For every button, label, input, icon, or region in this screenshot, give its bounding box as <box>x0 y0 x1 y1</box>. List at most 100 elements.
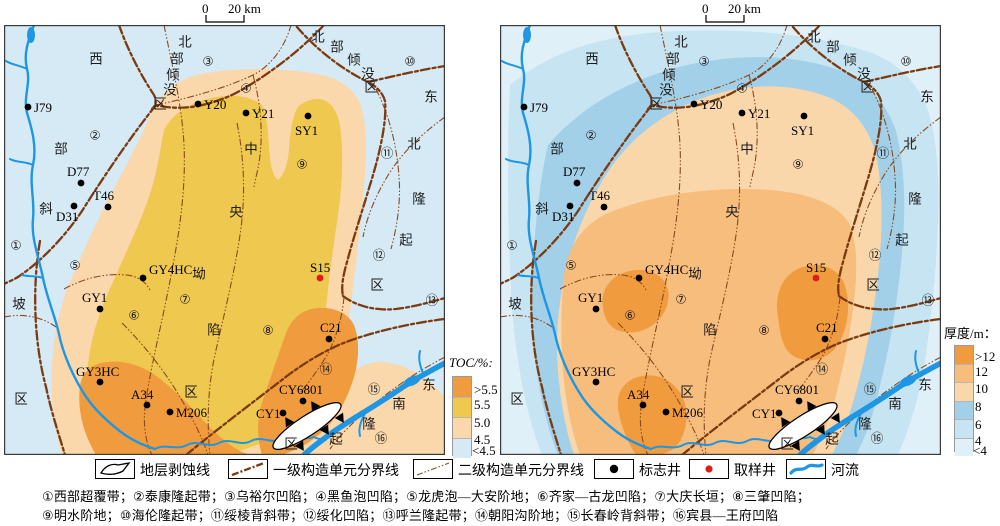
well-label: T46 <box>93 188 114 203</box>
well-label: CY1 <box>752 406 777 421</box>
legend-label: 河流 <box>831 464 859 479</box>
thickness-color-bar <box>954 345 974 456</box>
region-label: 区 <box>510 392 524 407</box>
region-label: 隆 <box>362 417 376 432</box>
well-label: A34 <box>131 387 154 402</box>
region-label: 区 <box>860 80 874 95</box>
scale-zero: 0 <box>202 1 209 16</box>
marker-well-dot <box>775 409 783 417</box>
toc-tick: 5.0 <box>474 415 491 430</box>
thk-swatch-6-8 <box>955 401 973 420</box>
well-label: Y20 <box>204 97 226 112</box>
well-label: Y20 <box>700 97 722 112</box>
region-label: 区 <box>14 392 28 407</box>
region-label: 倾 <box>662 68 676 83</box>
erosion-line-icon <box>100 462 131 475</box>
unit-number: ⑥ <box>128 308 139 323</box>
thk-tick: 4 <box>975 433 982 448</box>
thk-tick: 10 <box>975 381 988 396</box>
unit-number: ② <box>89 128 100 143</box>
region-label: 部 <box>170 52 184 67</box>
region-label: 北 <box>674 35 688 50</box>
map-annotations-right: 西部斜坡区北部倾没区北部倾没区中央坳陷区东北隆起区东南隆起区①②③④⑤⑥⑦⑧⑨⑩… <box>506 30 934 452</box>
scale-bracket <box>705 15 745 23</box>
toc-band-gt5.5-southwest <box>79 361 256 455</box>
region-label: 央 <box>725 205 739 220</box>
thk-tick: 12 <box>975 364 988 379</box>
unit-number: ⑬ <box>922 293 935 308</box>
well-label: D77 <box>67 164 90 179</box>
well-label: CY6801 <box>775 382 819 397</box>
marker-well-dot <box>279 409 287 417</box>
marker-well-dot <box>24 103 32 111</box>
marker-well-dot <box>738 109 746 117</box>
unit-number: ④ <box>736 81 747 96</box>
region-label: 隆 <box>908 192 922 207</box>
thk-swatch-8-10 <box>955 383 973 402</box>
unit-number: ⑯ <box>871 431 884 446</box>
marker-well-dot <box>299 397 307 405</box>
marker-well-dot <box>70 202 78 210</box>
sampling-well-marker <box>316 274 324 282</box>
region-label: 北 <box>178 35 192 50</box>
footnote-line-1: ①西部超覆带；②泰康隆起带；③乌裕尔凹陷；④黑鱼泡凹陷；⑤龙虎泡—大安阶地；⑥齐… <box>42 489 811 504</box>
marker-well-dot <box>194 100 202 108</box>
unit-number: ⑮ <box>368 382 381 397</box>
region-label: 北 <box>807 30 821 45</box>
region-label: 北 <box>407 137 421 152</box>
unit-number: ⑪ <box>381 146 394 161</box>
unit-number: ⑦ <box>675 292 686 307</box>
region-label: 西 <box>89 52 103 67</box>
region-label: 东 <box>424 90 438 105</box>
toc-legend: TOC/%: >5.5 5.5 5.0 4.5 <4.5 <box>447 355 509 460</box>
marker-well-dot <box>520 103 528 111</box>
unit-number: ③ <box>202 54 213 69</box>
legend-label: 取样井 <box>734 464 776 479</box>
well-label: CY6801 <box>279 382 323 397</box>
sampling-well-marker <box>812 274 820 282</box>
thk-swatch-10-12 <box>955 364 973 383</box>
region-label: 没 <box>659 83 673 98</box>
second-order-boundary-icon <box>416 462 450 476</box>
marker-well-dot <box>166 408 174 416</box>
scale-distance: 20 km <box>728 1 761 16</box>
region-label: 坳 <box>688 267 702 282</box>
region-label: 区 <box>153 97 167 112</box>
well-label: A34 <box>627 387 650 402</box>
unit-number: ⑧ <box>758 323 769 338</box>
toc-tick: <4.5 <box>472 443 496 458</box>
thickness-legend-title: 厚度/m： <box>944 326 997 341</box>
well-label: GY3HC <box>572 364 615 379</box>
marker-well-dot <box>139 274 147 282</box>
thk-tick: 6 <box>975 417 982 432</box>
unit-number: ⑩ <box>900 54 911 69</box>
region-label: 陷 <box>207 323 221 338</box>
thickness-legend: 厚度/m： >12 12 10 8 6 4 <4 <box>944 323 1000 458</box>
marker-well-dot <box>96 305 104 313</box>
marker-well-dot <box>800 112 808 120</box>
well-label: CY1 <box>256 406 281 421</box>
marker-well-dot <box>600 203 608 211</box>
well-label: Y21 <box>252 106 274 121</box>
marker-well-dot <box>77 179 85 187</box>
marker-well-dot <box>592 305 600 313</box>
region-label: 倾 <box>843 53 857 68</box>
well-label: S15 <box>806 260 826 275</box>
unit-number: ④ <box>240 81 251 96</box>
region-label: 区 <box>184 385 198 400</box>
thickness-band-gt12-south <box>617 375 687 455</box>
footnote-line-2: ⑨明水阶地；⑩海伦隆起带；⑪绥棱背斜带；⑫绥化凹陷；⑬呼兰隆起带；⑭朝阳沟阶地；… <box>42 508 779 523</box>
region-label: 没 <box>361 67 375 82</box>
region-label: 区 <box>284 437 298 452</box>
region-label: 央 <box>229 205 243 220</box>
unit-number: ⑥ <box>624 308 635 323</box>
thickness-band-gt12-s15 <box>776 265 849 361</box>
toc-contour-map: 西部斜坡区北部倾没区北部倾没区中央坳陷区东北隆起区东南隆起区①②③④⑤⑥⑦⑧⑨⑩… <box>4 25 445 455</box>
region-label: 区 <box>649 97 663 112</box>
marker-well-dot <box>242 109 250 117</box>
region-label: 部 <box>330 40 344 55</box>
region-label: 没 <box>163 83 177 98</box>
toc-legend-title: TOC/%: <box>449 355 493 370</box>
well-label: Y21 <box>748 106 770 121</box>
